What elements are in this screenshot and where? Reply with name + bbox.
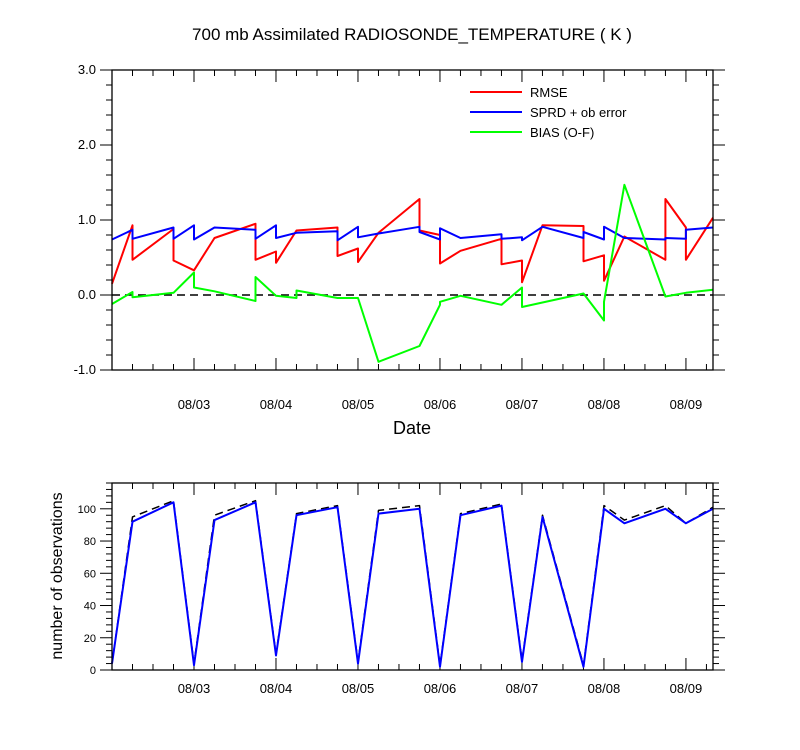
y-tick-label: 1.0 — [78, 212, 96, 227]
bottom-panel: 0 20 40 60 80 100 08/03 08/04 08/05 08/06 08/07 08/… — [78, 482, 725, 696]
legend-label: RMSE — [530, 85, 568, 100]
series-line-sprd-ob-error — [111, 224, 714, 242]
legend-label: BIAS (O-F) — [530, 125, 594, 140]
x-axis-label: Date — [393, 418, 431, 438]
x-tick-label: 08/09 — [670, 681, 703, 696]
x-tick-label: 08/04 — [260, 397, 293, 412]
y-tick-label: -1.0 — [74, 362, 96, 377]
x-tick-label: 08/06 — [424, 681, 457, 696]
x-tick-label: 08/06 — [424, 397, 457, 412]
y-tick-label: 100 — [78, 504, 96, 516]
x-tick-label: 08/03 — [178, 681, 211, 696]
chart-title: 700 mb Assimilated RADIOSONDE_TEMPERATUR… — [192, 25, 632, 44]
y-tick-label: 0.0 — [78, 287, 96, 302]
plot-frame — [111, 482, 714, 671]
series-line-1 — [111, 501, 714, 668]
x-tick-label: 08/08 — [588, 681, 621, 696]
x-tick-label: 08/09 — [670, 397, 703, 412]
x-tick-label: 08/07 — [506, 397, 539, 412]
y-tick-label: 2.0 — [78, 137, 96, 152]
x-tick-label: 08/05 — [342, 681, 375, 696]
y-tick-label: 60 — [84, 568, 96, 580]
y-tick-label: 80 — [84, 536, 96, 548]
x-tick-label: 08/05 — [342, 397, 375, 412]
x-tick-label: 08/07 — [506, 681, 539, 696]
x-tick-label: 08/08 — [588, 397, 621, 412]
top-panel: -1.0 0.0 1.0 2.0 3.0 08/03 08/04 08/05 08/06 08/0… — [74, 62, 725, 412]
x-tick-label: 08/04 — [260, 681, 293, 696]
y-tick-label: 40 — [84, 601, 96, 613]
x-tick-label: 08/03 — [178, 397, 211, 412]
legend-label: SPRD + ob error — [530, 105, 627, 120]
series-line-bias-o-f — [111, 183, 714, 363]
series-line-0 — [111, 499, 714, 666]
y-tick-label: 0 — [90, 665, 96, 677]
y-tick-label: 20 — [84, 633, 96, 645]
y-axis-label: number of observations — [49, 492, 66, 659]
y-tick-label: 3.0 — [78, 62, 96, 77]
plot-frame — [111, 69, 714, 371]
series-line-rmse — [111, 198, 714, 285]
